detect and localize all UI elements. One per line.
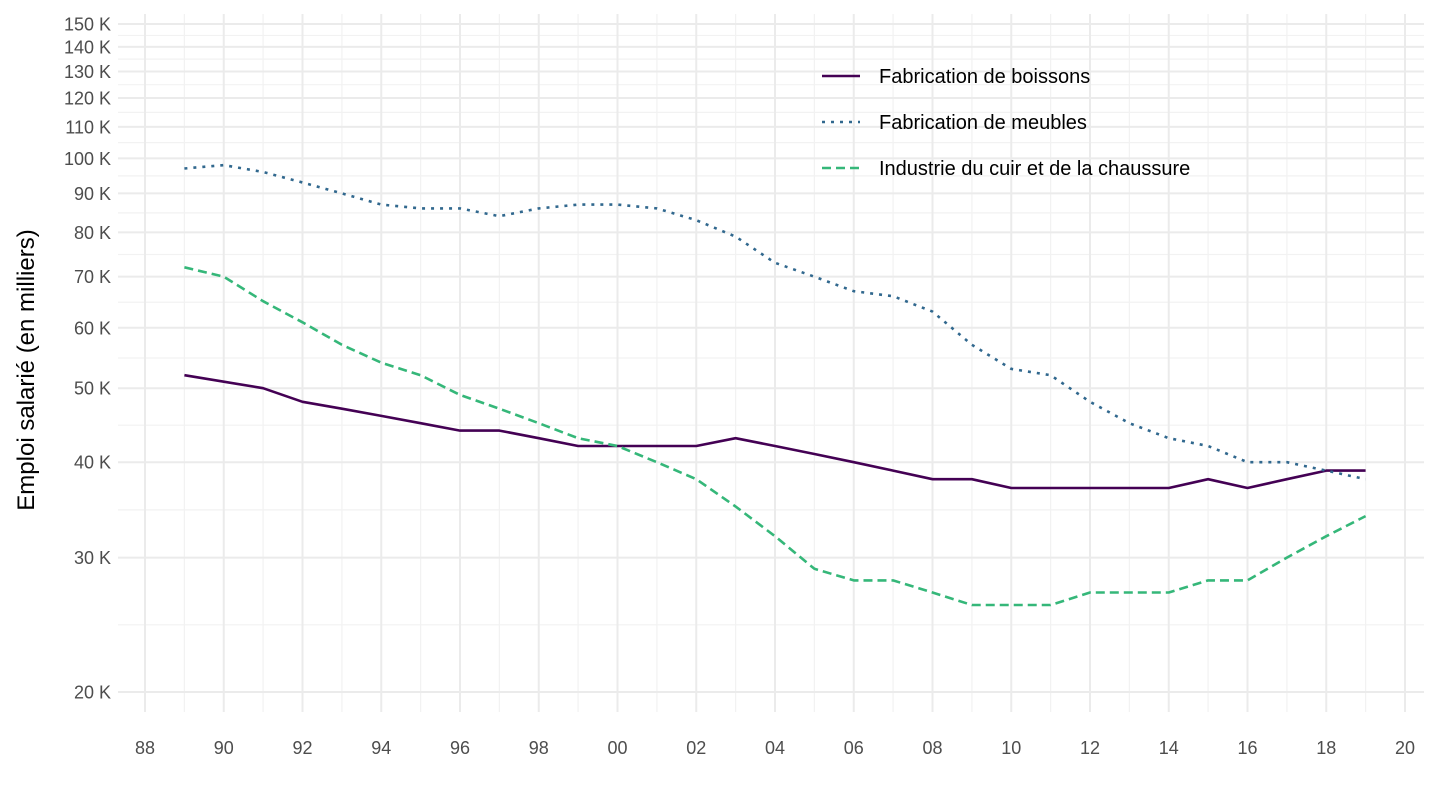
legend-label: Fabrication de boissons [879,66,1090,88]
x-tick-label: 14 [1159,738,1179,758]
x-tick-label: 18 [1316,738,1336,758]
y-axis-tick-labels: 20 K 30 K 40 K 50 K 60 K 70 K 80 K 90 K 100 K 110… [64,15,111,703]
y-tick-label: 20 K [74,683,111,703]
x-tick-label: 16 [1237,738,1257,758]
series-line [184,266,1367,607]
series-lines [184,163,1367,607]
y-tick-label: 110 K [65,117,111,137]
x-tick-label: 08 [922,738,942,758]
x-tick-label: 98 [529,738,549,758]
legend: Fabrication de boissons Fabrication de me… [822,66,1190,180]
y-tick-label: 150 K [64,15,111,35]
y-tick-label: 140 K [64,37,111,57]
x-tick-label: 20 [1395,738,1415,758]
x-tick-label: 06 [844,738,864,758]
x-tick-label: 92 [292,738,312,758]
x-tick-label: 00 [607,738,627,758]
x-tick-label: 02 [686,738,706,758]
x-tick-label: 10 [1001,738,1021,758]
legend-label: Fabrication de meubles [879,112,1087,134]
legend-label: Industrie du cuir et de la chaussure [879,158,1190,180]
x-axis-tick-labels: 88 90 92 94 96 98 00 02 04 06 08 10 12 14 16 18 20 [135,738,1415,758]
x-tick-label: 90 [214,738,234,758]
y-tick-label: 30 K [74,548,111,568]
y-tick-label: 70 K [74,267,111,287]
x-tick-label: 88 [135,738,155,758]
y-tick-label: 100 K [64,149,111,169]
x-tick-label: 04 [765,738,785,758]
y-tick-label: 130 K [64,62,111,82]
x-tick-label: 12 [1080,738,1100,758]
major-gridlines [118,14,1424,712]
y-tick-label: 120 K [64,88,111,108]
minor-gridlines [118,14,1424,712]
x-tick-label: 96 [450,738,470,758]
y-tick-label: 60 K [74,318,111,338]
y-tick-label: 90 K [74,184,111,204]
x-tick-label: 94 [371,738,391,758]
y-tick-label: 80 K [74,223,111,243]
series-line [184,373,1366,490]
y-axis-title: Emploi salarié (en milliers) [13,229,40,510]
y-tick-label: 50 K [74,379,111,399]
y-tick-label: 40 K [74,453,111,473]
